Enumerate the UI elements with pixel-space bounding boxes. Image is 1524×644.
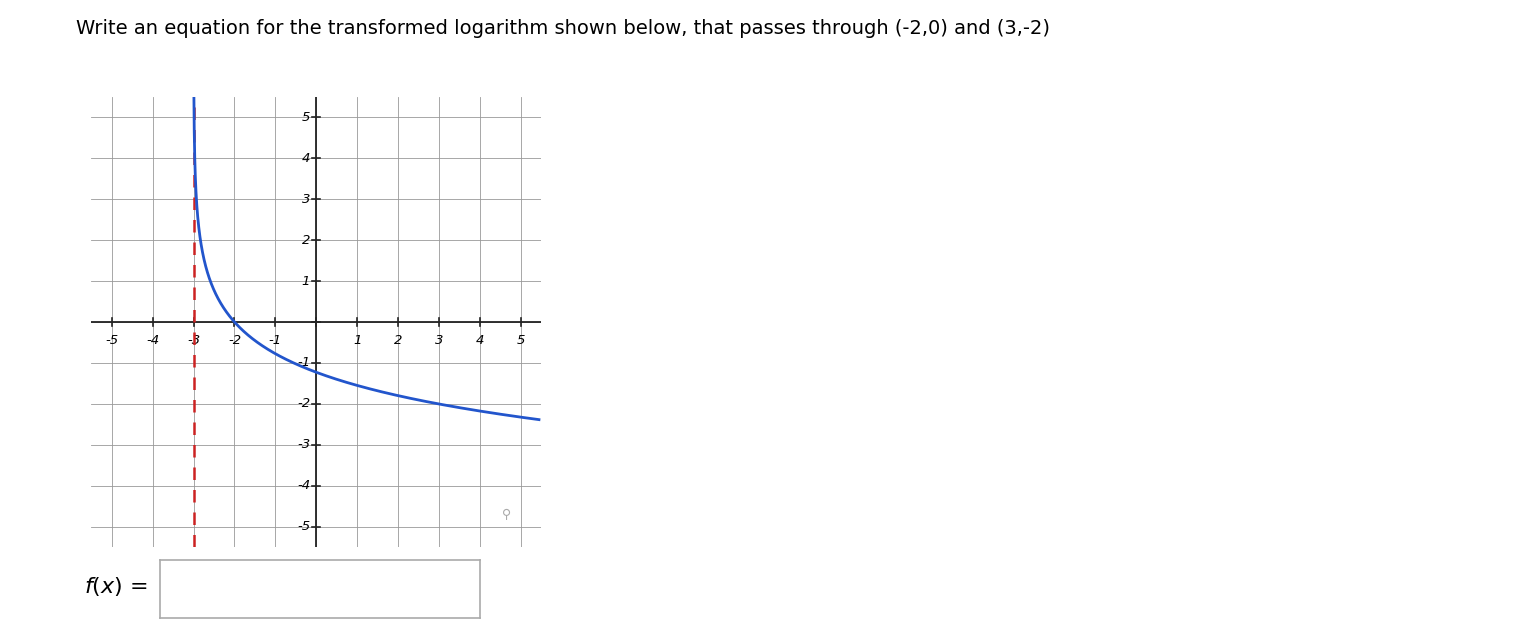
Text: -2: -2: [229, 334, 241, 347]
Text: -2: -2: [297, 397, 309, 410]
Text: 2: 2: [393, 334, 402, 347]
Text: -1: -1: [297, 357, 309, 370]
Text: -3: -3: [297, 439, 309, 451]
Text: 1: 1: [354, 334, 361, 347]
Text: Write an equation for the transformed logarithm shown below, that passes through: Write an equation for the transformed lo…: [76, 19, 1050, 39]
Text: 5: 5: [517, 334, 524, 347]
Text: 2: 2: [302, 234, 309, 247]
Text: -4: -4: [297, 479, 309, 493]
Text: 1: 1: [302, 274, 309, 287]
Text: -4: -4: [146, 334, 160, 347]
Text: -5: -5: [297, 520, 309, 533]
Text: -5: -5: [105, 334, 119, 347]
Text: -1: -1: [268, 334, 282, 347]
Text: 3: 3: [434, 334, 443, 347]
Text: 5: 5: [302, 111, 309, 124]
Text: $f(x)$ =: $f(x)$ =: [84, 574, 148, 598]
Text: 4: 4: [302, 151, 309, 165]
Text: ⚲: ⚲: [501, 507, 511, 521]
Text: 3: 3: [302, 193, 309, 205]
Text: -3: -3: [187, 334, 200, 347]
Text: 4: 4: [475, 334, 485, 347]
